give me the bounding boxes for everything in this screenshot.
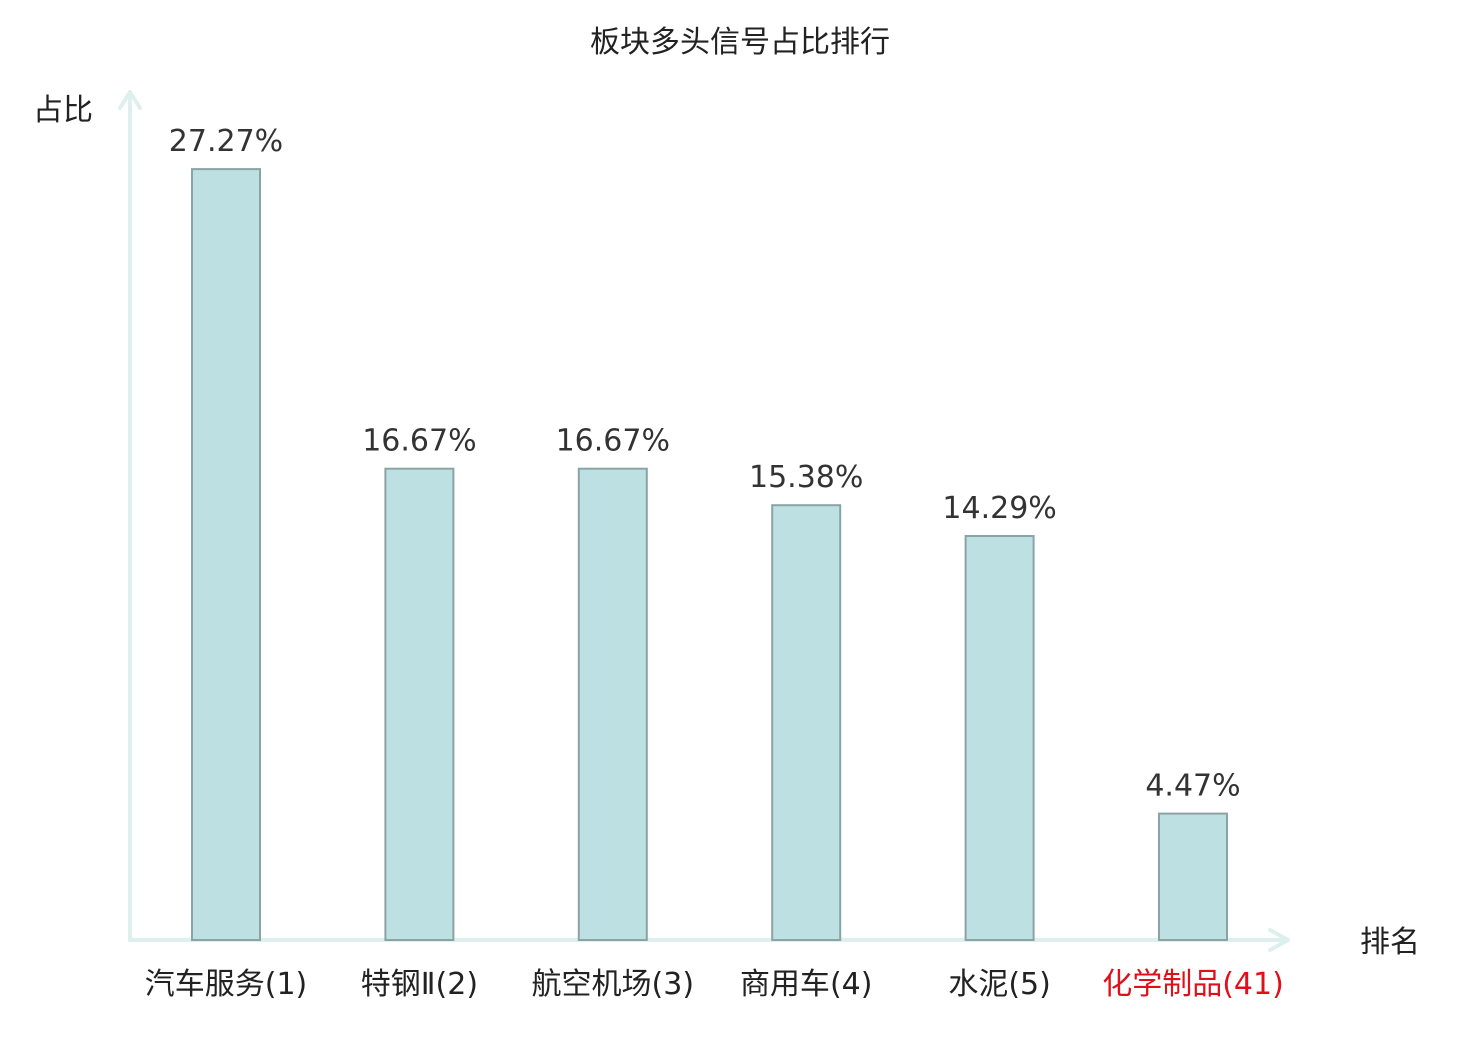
bars-group: [191, 168, 1228, 942]
category-name: 航空机场: [532, 967, 652, 1002]
bar: [1158, 812, 1228, 941]
category-label: 商用车(4): [740, 967, 873, 1002]
bar: [577, 467, 648, 941]
category-name: 水泥: [948, 967, 1008, 1002]
category-rank: (5): [1008, 967, 1051, 1002]
bar: [771, 504, 842, 941]
y-axis-arrow: [118, 90, 142, 110]
category-rank: (1): [265, 967, 308, 1002]
bar: [964, 535, 1035, 941]
category-rank: (41): [1222, 967, 1284, 1002]
axes: [118, 90, 1290, 952]
category-rank: (4): [830, 967, 873, 1002]
y-axis-label: 占比: [33, 93, 93, 128]
category-label: 汽车服务(1): [145, 967, 308, 1002]
bar-value-label: 16.67%: [556, 424, 670, 459]
bar-value-label: 27.27%: [169, 124, 283, 159]
chart-title: 板块多头信号占比排行: [590, 25, 890, 60]
category-rank: (3): [652, 967, 695, 1002]
category-name: 特钢Ⅱ: [361, 967, 436, 1002]
bar: [191, 168, 261, 942]
category-name: 商用车: [740, 967, 830, 1002]
x-axis-arrow: [1268, 928, 1290, 952]
value-labels-group: 27.27% 16.67% 16.67% 15.38% 14.29% 4.47%: [169, 124, 1241, 804]
bar-value-label: 4.47%: [1145, 769, 1240, 804]
category-labels-group: 汽车服务(1) 特钢Ⅱ(2) 航空机场(3) 商用车(4) 水泥(5) 化学制品(41): [145, 967, 1284, 1002]
bar-value-label: 14.29%: [942, 491, 1056, 526]
category-label: 化学制品(41): [1102, 967, 1284, 1002]
bar-value-label: 15.38%: [749, 460, 863, 495]
x-axis-label: 排名: [1360, 925, 1420, 960]
category-label: 特钢Ⅱ(2): [361, 967, 478, 1002]
category-label: 水泥(5): [948, 967, 1051, 1002]
category-rank: (2): [436, 967, 479, 1002]
category-name: 汽车服务: [145, 967, 265, 1002]
category-name: 化学制品: [1102, 967, 1222, 1002]
bar: [384, 467, 455, 941]
category-label: 航空机场(3): [532, 967, 695, 1002]
bar-value-label: 16.67%: [362, 424, 476, 459]
